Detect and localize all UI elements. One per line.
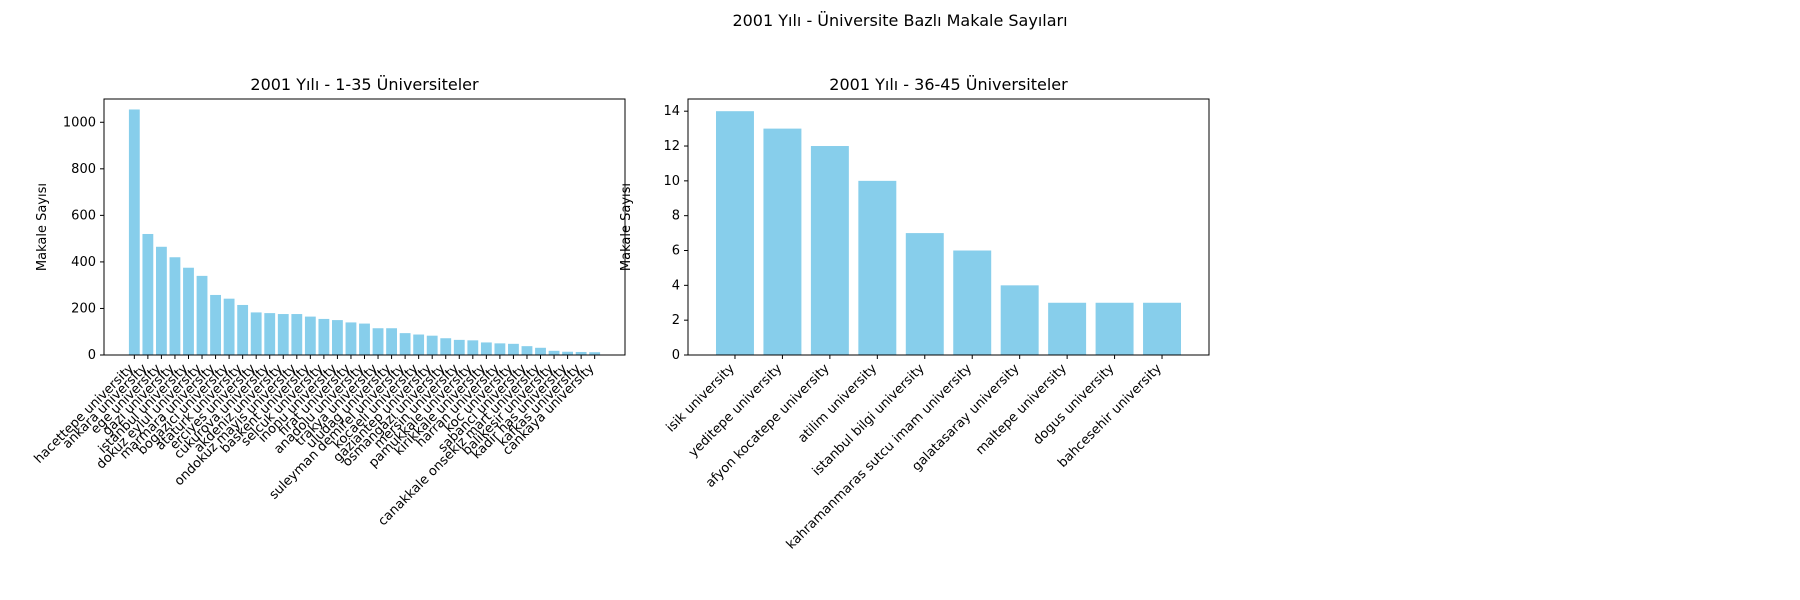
y-axis-label: Makale Sayısı (35, 183, 50, 271)
bar-6 (196, 275, 208, 355)
y-tick-label: 8 (672, 209, 680, 224)
bar-21 (399, 333, 411, 355)
bar-4 (858, 180, 897, 355)
bar-9 (237, 304, 249, 355)
bar-33 (562, 351, 574, 355)
bar-34 (575, 351, 587, 355)
bar-13 (291, 314, 303, 355)
y-tick-label: 800 (71, 162, 96, 177)
bar-20 (386, 328, 397, 355)
bar-2 (763, 128, 802, 355)
y-tick-label: 600 (71, 208, 96, 223)
y-tick-label: 400 (71, 255, 96, 270)
bar-4 (169, 257, 181, 355)
bar-1 (715, 111, 754, 355)
chart-title: 2001 Yılı - 36-45 Üniversiteler (829, 75, 1068, 94)
bar-6 (953, 250, 992, 355)
y-tick-label: 10 (663, 174, 680, 189)
bar-25 (453, 339, 465, 355)
bar-30 (521, 346, 533, 355)
bar-8 (1048, 302, 1087, 355)
bar-11 (264, 313, 276, 355)
y-tick-label: 0 (672, 348, 680, 363)
bar-14 (304, 316, 316, 355)
bar-18 (359, 323, 370, 355)
bar-31 (535, 347, 546, 355)
bar-24 (440, 338, 452, 355)
bar-8 (223, 298, 235, 355)
bar-2 (142, 233, 154, 355)
y-tick-label: 200 (71, 301, 96, 316)
bar-19 (372, 328, 384, 355)
x-tick-label: yeditepe university (686, 361, 785, 460)
bar-5 (905, 233, 944, 355)
chart-title: 2001 Yılı - 1-35 Üniversiteler (250, 75, 479, 94)
y-tick-label: 14 (663, 104, 680, 119)
bar-28 (494, 343, 506, 355)
y-tick-label: 0 (88, 348, 96, 363)
y-tick-label: 4 (672, 278, 680, 293)
bar-17 (345, 322, 357, 355)
x-tick-label: atilim university (795, 361, 880, 446)
y-tick-label: 1000 (63, 115, 96, 130)
bar-5 (183, 267, 194, 355)
axes-frame (103, 98, 626, 356)
axes-frame (687, 98, 1210, 356)
bar-9 (1095, 302, 1134, 355)
bar-3 (155, 246, 167, 355)
bar-26 (467, 340, 479, 355)
y-axis-label: Makale Sayısı (619, 183, 634, 271)
bar-12 (277, 314, 289, 355)
x-tick-label: maltepe university (973, 361, 1070, 458)
y-tick-label: 12 (663, 139, 680, 154)
x-tick-label: dogus university (1030, 361, 1117, 448)
y-tick-label: 6 (672, 244, 680, 259)
bar-10 (250, 312, 262, 355)
bar-22 (413, 334, 425, 355)
bar-32 (548, 350, 560, 355)
bar-1 (128, 109, 140, 356)
bar-23 (426, 335, 438, 355)
bar-35 (589, 352, 601, 355)
bar-7 (1000, 285, 1039, 355)
bar-16 (332, 320, 343, 355)
bar-7 (210, 294, 221, 355)
bar-29 (508, 343, 519, 355)
bar-10 (1143, 302, 1182, 355)
bar-27 (480, 342, 492, 355)
bar-15 (318, 318, 330, 355)
y-tick-label: 2 (672, 313, 680, 328)
bar-3 (810, 146, 849, 355)
figure-suptitle: 2001 Yılı - Üniversite Bazlı Makale Sayı… (732, 11, 1067, 30)
